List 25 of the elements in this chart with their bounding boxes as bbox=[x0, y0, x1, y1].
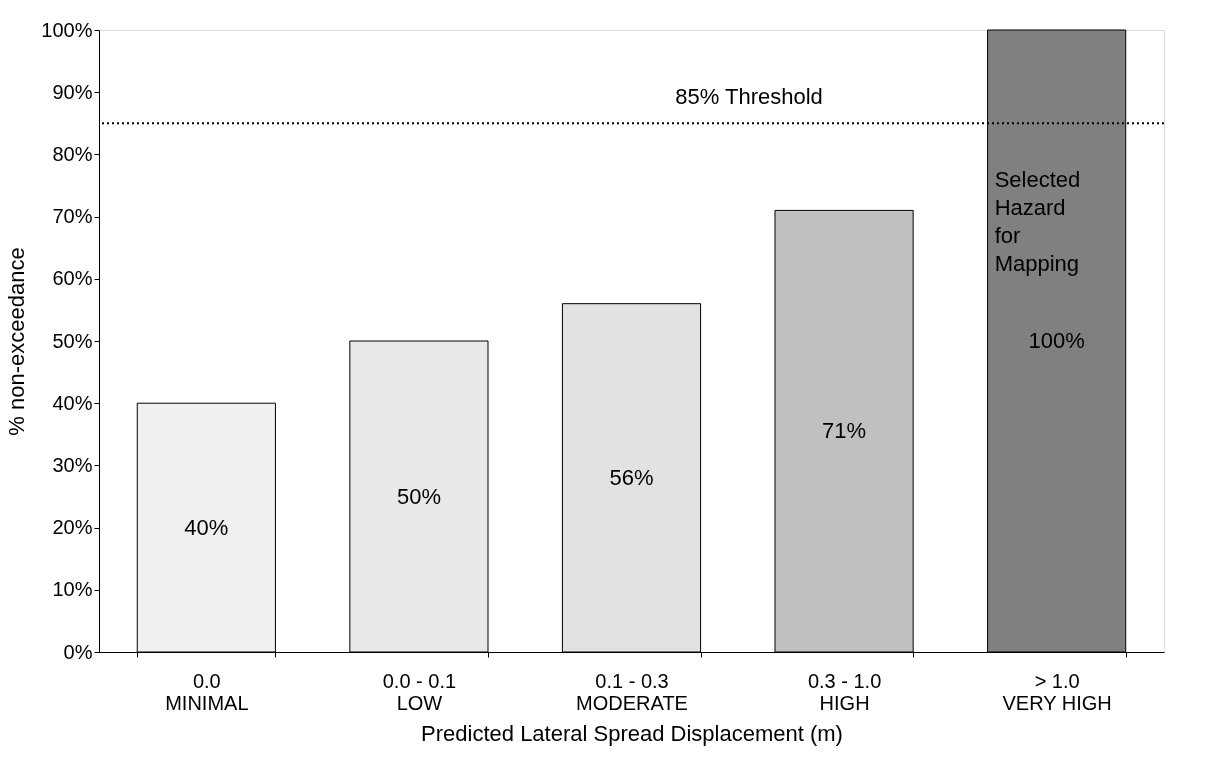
y-tick-label: 70% bbox=[52, 205, 93, 228]
x-tick-label: 0.0 MINIMAL bbox=[165, 669, 249, 714]
y-tick-label: 50% bbox=[52, 329, 93, 352]
y-tick-label: 90% bbox=[52, 80, 93, 103]
x-axis-title: Predicted Lateral Spread Displacement (m) bbox=[421, 720, 843, 746]
data-label: 50% bbox=[396, 483, 441, 509]
y-tick-label: 20% bbox=[52, 516, 93, 539]
annotation: Selected Hazard for Mapping bbox=[994, 167, 1081, 276]
data-label: 71% bbox=[822, 418, 867, 444]
data-label: 100% bbox=[1028, 328, 1085, 353]
x-tick-label: > 1.0 VERY HIGH bbox=[1002, 669, 1112, 714]
ref-line-label: 85% Threshold bbox=[675, 84, 823, 110]
data-label: 40% bbox=[184, 514, 229, 540]
x-tick-label: 0.0 - 0.1 LOW bbox=[382, 669, 457, 714]
data-label: 56% bbox=[609, 464, 654, 490]
y-tick-label: 10% bbox=[52, 578, 93, 601]
y-tick-label: 80% bbox=[52, 142, 93, 165]
y-tick-label: 30% bbox=[52, 453, 93, 476]
x-tick-label: 0.3 - 1.0 HIGH bbox=[807, 669, 882, 714]
y-tick-label: 100% bbox=[41, 18, 93, 41]
y-tick-label: 0% bbox=[63, 640, 93, 663]
y-axis-title: % non-exceedance bbox=[4, 247, 30, 436]
y-tick-label: 40% bbox=[52, 391, 93, 414]
y-tick-label: 60% bbox=[52, 267, 93, 290]
x-tick-label: 0.1 - 0.3 MODERATE bbox=[576, 669, 688, 714]
